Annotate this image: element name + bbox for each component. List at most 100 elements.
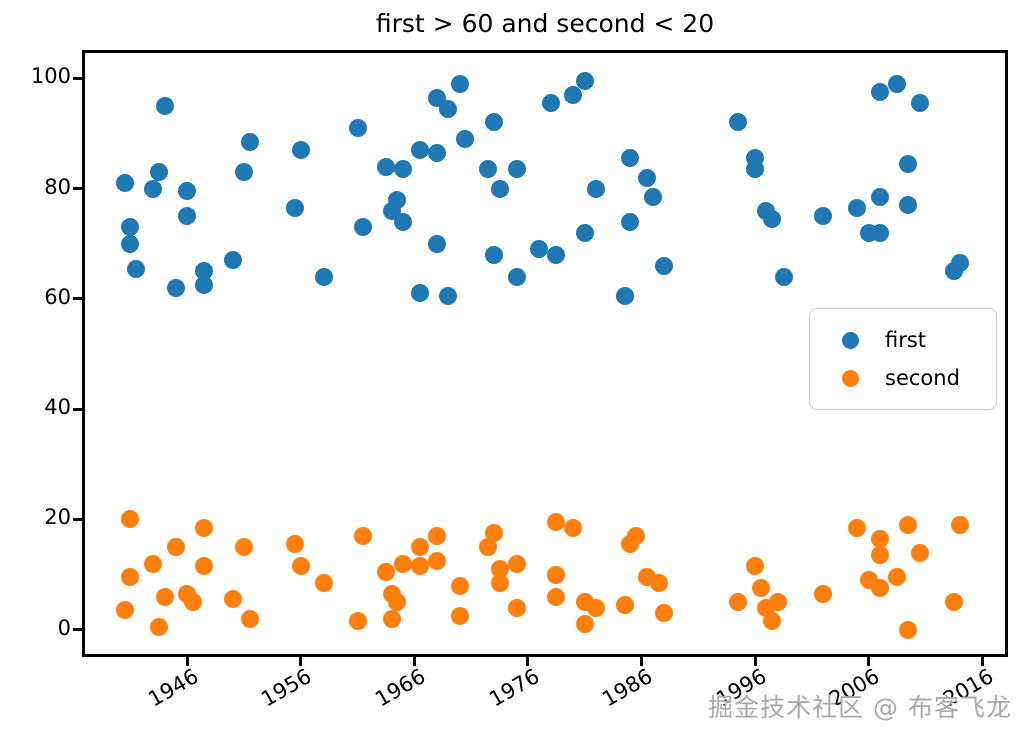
data-point-first bbox=[428, 88, 447, 107]
data-point-first bbox=[899, 154, 918, 173]
data-point-first bbox=[439, 99, 458, 118]
data-point-second bbox=[240, 609, 259, 628]
data-point-second bbox=[547, 587, 566, 606]
data-point-first bbox=[484, 113, 503, 132]
data-point-second bbox=[376, 562, 395, 581]
data-point-first bbox=[507, 160, 526, 179]
data-point-first bbox=[291, 141, 310, 160]
data-point-first bbox=[428, 234, 447, 253]
data-point-second bbox=[382, 609, 401, 628]
data-point-first bbox=[121, 234, 140, 253]
data-point-second bbox=[638, 568, 657, 587]
data-point-second bbox=[286, 535, 305, 554]
data-point-second bbox=[751, 579, 770, 598]
data-point-second bbox=[564, 518, 583, 537]
data-point-second bbox=[547, 565, 566, 584]
data-point-second bbox=[746, 557, 765, 576]
watermark: 掘金技术社区 @ 布客飞龙 bbox=[708, 693, 1012, 722]
x-axis-tick bbox=[980, 657, 984, 666]
data-point-second bbox=[195, 557, 214, 576]
data-point-second bbox=[411, 538, 430, 557]
data-point-first bbox=[899, 196, 918, 215]
data-point-second bbox=[235, 538, 253, 557]
data-point-first bbox=[155, 96, 174, 115]
y-axis-tick-label: 40 bbox=[44, 395, 71, 420]
data-point-first bbox=[286, 198, 305, 217]
data-point-first bbox=[178, 207, 197, 226]
data-point-second bbox=[944, 593, 963, 612]
data-point-second bbox=[428, 551, 447, 570]
data-point-first bbox=[149, 163, 168, 182]
data-point-first bbox=[178, 182, 197, 201]
x-axis-tick bbox=[640, 657, 644, 666]
x-axis-tick bbox=[412, 657, 416, 666]
data-point-second bbox=[950, 515, 969, 534]
data-point-second bbox=[547, 513, 566, 532]
data-point-first bbox=[235, 163, 253, 182]
y-axis-tick-label: 80 bbox=[44, 174, 71, 199]
x-axis-tick bbox=[526, 657, 530, 666]
data-point-first bbox=[729, 113, 748, 132]
data-point-first bbox=[859, 223, 878, 242]
legend-marker-first-icon bbox=[842, 331, 859, 349]
data-point-first bbox=[643, 187, 662, 206]
data-point-first bbox=[587, 179, 606, 198]
data-point-first bbox=[223, 251, 242, 270]
data-point-second bbox=[178, 584, 197, 603]
y-axis-tick-label: 60 bbox=[44, 284, 71, 309]
y-axis-tick bbox=[73, 407, 82, 411]
x-axis-tick bbox=[299, 657, 303, 666]
data-point-second bbox=[223, 590, 242, 609]
data-point-second bbox=[484, 524, 503, 543]
data-point-second bbox=[615, 595, 634, 614]
data-point-second bbox=[507, 554, 526, 573]
data-point-second bbox=[348, 612, 367, 631]
data-point-second bbox=[149, 617, 168, 636]
data-point-second bbox=[899, 620, 918, 639]
data-point-second bbox=[195, 518, 214, 537]
y-axis-tick bbox=[73, 517, 82, 521]
data-point-first bbox=[621, 212, 640, 231]
data-point-second bbox=[121, 568, 140, 587]
data-point-first bbox=[575, 223, 594, 242]
data-point-second bbox=[899, 515, 918, 534]
x-axis-tick bbox=[753, 657, 757, 666]
data-point-first bbox=[638, 168, 657, 187]
data-point-first bbox=[376, 157, 395, 176]
data-point-first bbox=[439, 287, 458, 306]
data-point-first bbox=[871, 187, 890, 206]
legend: first second bbox=[809, 308, 997, 410]
data-point-second bbox=[655, 604, 674, 623]
data-point-first bbox=[115, 174, 134, 193]
data-point-second bbox=[115, 601, 134, 620]
data-point-second bbox=[354, 527, 373, 545]
legend-label-second: second bbox=[885, 366, 960, 390]
data-point-first bbox=[888, 74, 907, 93]
data-point-first bbox=[166, 278, 185, 297]
data-point-first bbox=[456, 130, 475, 148]
data-point-first bbox=[348, 118, 367, 137]
chart-title: first > 60 and second < 20 bbox=[375, 9, 715, 38]
data-point-second bbox=[763, 612, 782, 631]
data-point-first bbox=[575, 72, 594, 91]
data-point-second bbox=[428, 527, 447, 545]
data-point-second bbox=[729, 593, 748, 612]
data-point-second bbox=[507, 598, 526, 617]
x-axis-tick bbox=[185, 657, 189, 666]
legend-label-first: first bbox=[885, 328, 927, 352]
data-point-first bbox=[127, 259, 146, 278]
data-point-first bbox=[910, 94, 929, 113]
data-point-second bbox=[144, 554, 163, 573]
data-point-first bbox=[411, 284, 430, 303]
data-point-first bbox=[490, 179, 509, 198]
data-point-first bbox=[774, 267, 793, 286]
data-point-second bbox=[291, 557, 310, 576]
legend-marker-second-icon bbox=[842, 369, 859, 387]
data-point-first bbox=[354, 218, 373, 237]
data-point-first bbox=[530, 240, 549, 259]
data-point-first bbox=[944, 262, 963, 281]
data-point-second bbox=[626, 527, 645, 545]
data-point-first bbox=[394, 160, 413, 179]
data-point-second bbox=[450, 576, 469, 595]
